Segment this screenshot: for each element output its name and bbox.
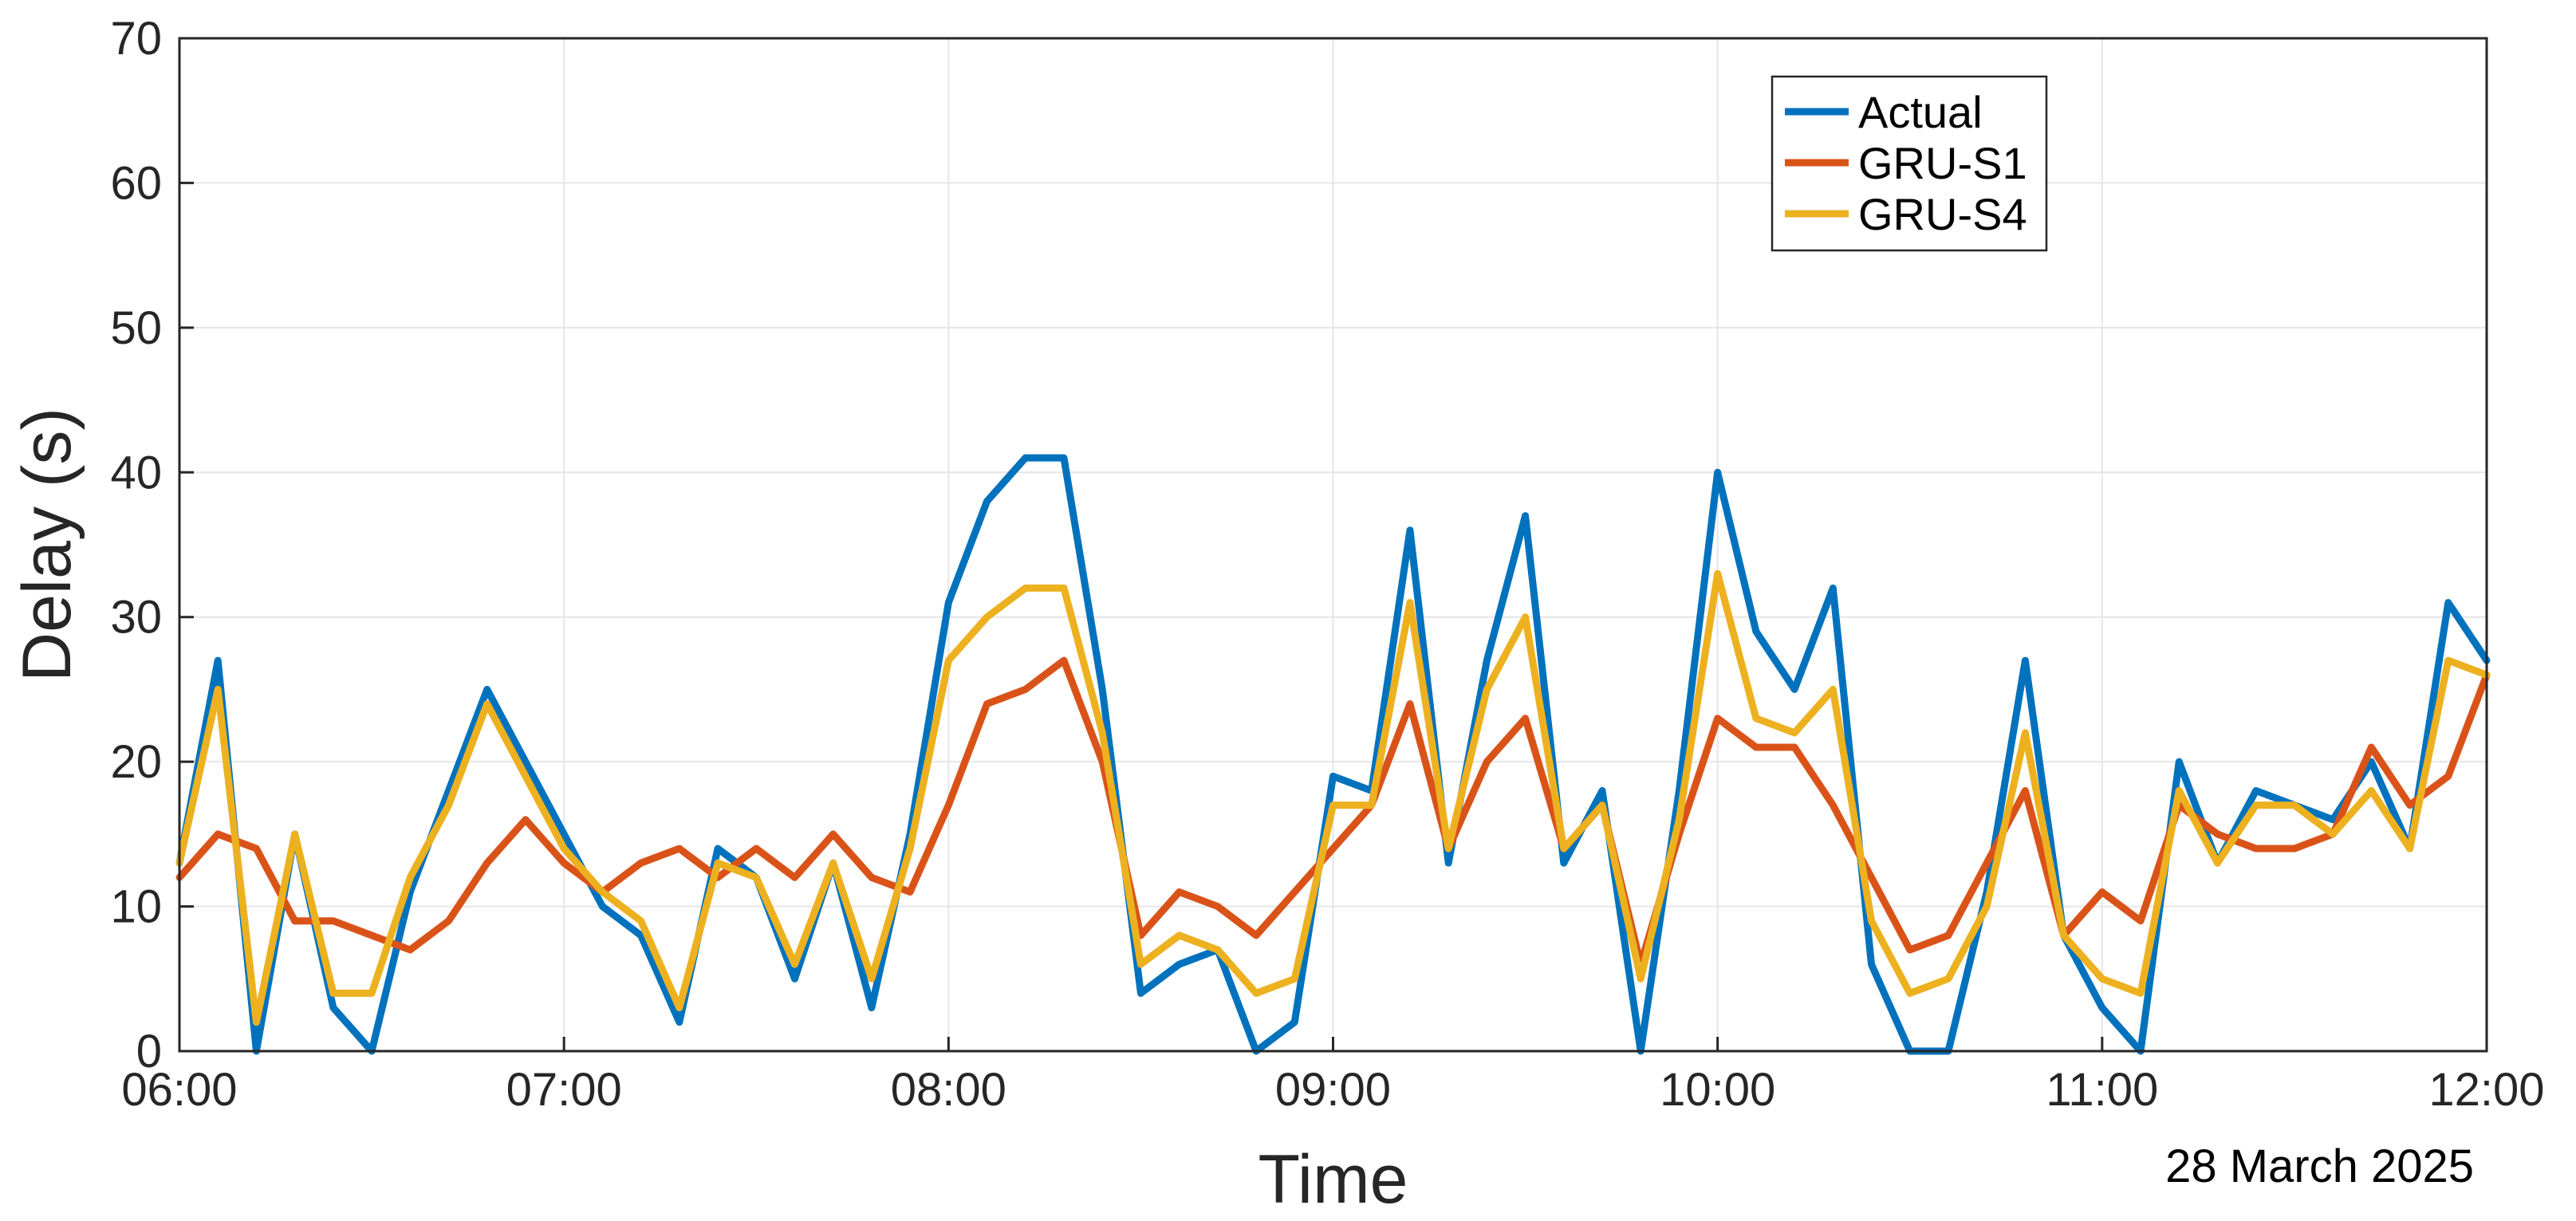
- x-tick-label: 09:00: [1275, 1064, 1391, 1116]
- series-lines: [175, 454, 2491, 1055]
- x-axis-label: Time: [1258, 1141, 1408, 1218]
- y-tick-label: 20: [110, 736, 162, 788]
- series-line-actual: [175, 454, 2491, 1055]
- y-tick-label: 60: [110, 157, 162, 209]
- y-tick-label: 10: [110, 881, 162, 933]
- x-tick-label: 10:00: [1660, 1064, 1775, 1116]
- x-tick-label: 06:00: [121, 1064, 237, 1116]
- legend-label: GRU-S1: [1858, 138, 2027, 188]
- y-tick-label: 30: [110, 592, 162, 644]
- legend-label: Actual: [1858, 87, 1983, 137]
- y-tick-label: 40: [110, 447, 162, 498]
- axis-ticks: 06:00 07:00 08:00 09:00 10:00 11:00 12:00 0 10 20…: [110, 13, 2544, 1116]
- y-tick-label: 50: [110, 302, 162, 354]
- y-axis-label: Delay (s): [9, 408, 85, 682]
- grid-lines: [179, 37, 2487, 1052]
- x-tick-label: 07:00: [506, 1064, 622, 1116]
- x-tick-label: 11:00: [2046, 1064, 2158, 1116]
- x-tick-label: 08:00: [891, 1064, 1006, 1116]
- legend-label: GRU-S4: [1858, 189, 2027, 239]
- x-tick-label: 12:00: [2428, 1064, 2544, 1116]
- series-line-gru-s4: [175, 569, 2491, 1026]
- y-tick-label: 0: [136, 1026, 162, 1077]
- date-annotation: 28 March 2025: [2165, 1140, 2474, 1192]
- y-tick-label: 70: [110, 13, 162, 65]
- series-line-gru-s1: [175, 656, 2491, 968]
